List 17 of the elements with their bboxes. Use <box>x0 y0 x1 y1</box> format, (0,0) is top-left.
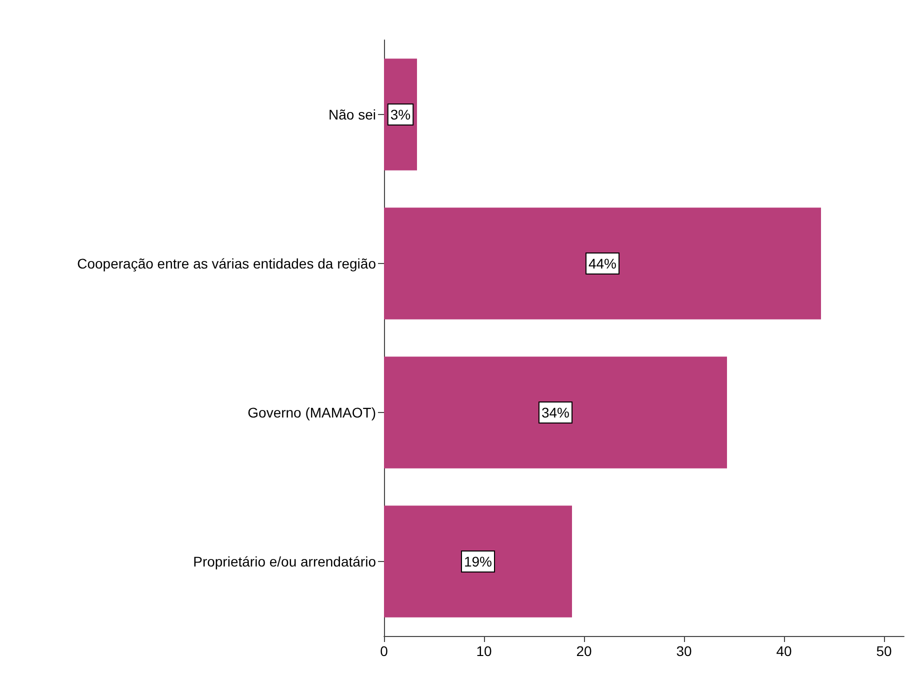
y-tick-label: Não sei <box>328 106 376 122</box>
data-label: 3% <box>390 106 411 122</box>
x-tick-label: 50 <box>876 643 892 659</box>
x-tick-label: 10 <box>476 643 492 659</box>
x-tick-label: 0 <box>380 643 388 659</box>
bar <box>384 506 572 618</box>
y-tick-label: Governo (MAMAOT) <box>248 404 376 420</box>
x-tick-label: 40 <box>776 643 792 659</box>
data-label: 34% <box>541 404 570 420</box>
bar <box>384 356 727 468</box>
y-tick-label: Proprietário e/ou arrendatário <box>193 554 376 570</box>
y-tick-label: Cooperação entre as várias entidades da região <box>77 256 376 272</box>
data-label: 19% <box>464 554 492 570</box>
bar <box>384 208 821 320</box>
x-tick-label: 20 <box>576 643 592 659</box>
x-tick-label: 30 <box>676 643 692 659</box>
data-label: 44% <box>588 256 617 272</box>
